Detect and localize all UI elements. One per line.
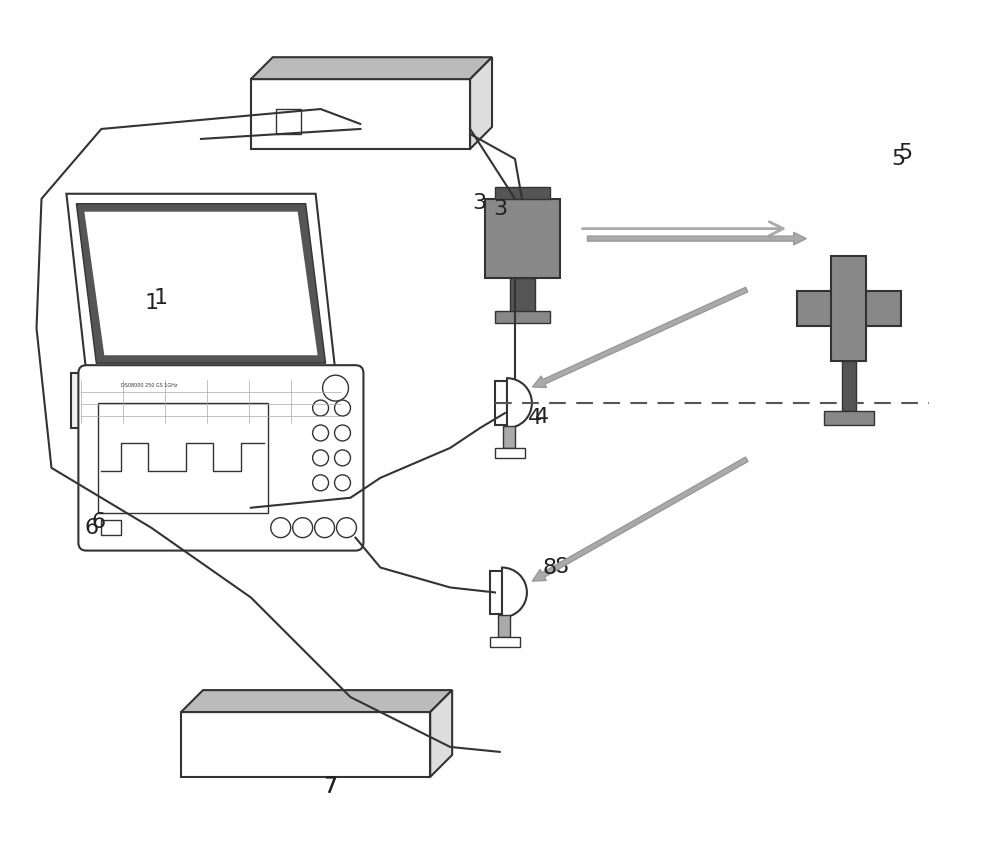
Bar [101,520,121,534]
Text: 3: 3 [493,198,507,219]
FancyBboxPatch shape [78,365,363,550]
Polygon shape [76,204,326,363]
Wedge shape [502,567,527,617]
Circle shape [313,400,329,416]
Text: 6: 6 [84,517,98,538]
Polygon shape [84,212,318,355]
Bar [98,403,268,513]
Text: 8: 8 [555,556,569,577]
Circle shape [313,450,329,466]
Polygon shape [66,193,336,373]
Polygon shape [181,690,452,712]
Bar [510,278,535,314]
Text: 4: 4 [528,408,542,428]
Polygon shape [181,712,430,777]
Text: 8: 8 [543,557,557,577]
Polygon shape [251,79,470,149]
Text: 1: 1 [144,293,158,314]
Circle shape [335,425,350,441]
Circle shape [335,400,350,416]
Circle shape [337,517,356,538]
Circle shape [313,475,329,491]
Polygon shape [251,57,492,79]
Bar [495,311,550,323]
Bar [490,638,520,647]
Circle shape [313,425,329,441]
Polygon shape [470,57,492,149]
Bar [495,448,525,458]
Text: 4: 4 [535,407,549,427]
Text: 5: 5 [892,149,906,169]
Bar [495,381,510,425]
Text: 7: 7 [323,777,338,797]
Wedge shape [507,378,532,428]
Circle shape [271,517,291,538]
Text: 6: 6 [91,511,105,532]
Polygon shape [430,690,452,777]
Circle shape [323,375,348,401]
Text: 3: 3 [472,192,486,213]
Bar [490,571,505,614]
Circle shape [315,517,335,538]
Circle shape [335,450,350,466]
Polygon shape [71,373,350,428]
Polygon shape [797,291,901,326]
Bar [485,198,560,278]
Bar [276,109,301,134]
Polygon shape [831,256,866,360]
Text: 1: 1 [154,288,168,309]
Bar [495,187,550,198]
Bar [498,616,510,638]
Bar [842,360,856,410]
Text: 5: 5 [899,142,913,163]
Circle shape [335,475,350,491]
Text: 7: 7 [323,776,338,795]
Circle shape [293,517,313,538]
Bar [503,426,515,448]
Bar [824,410,874,426]
Text: DS08000 250 GS 1GHz: DS08000 250 GS 1GHz [121,383,178,388]
